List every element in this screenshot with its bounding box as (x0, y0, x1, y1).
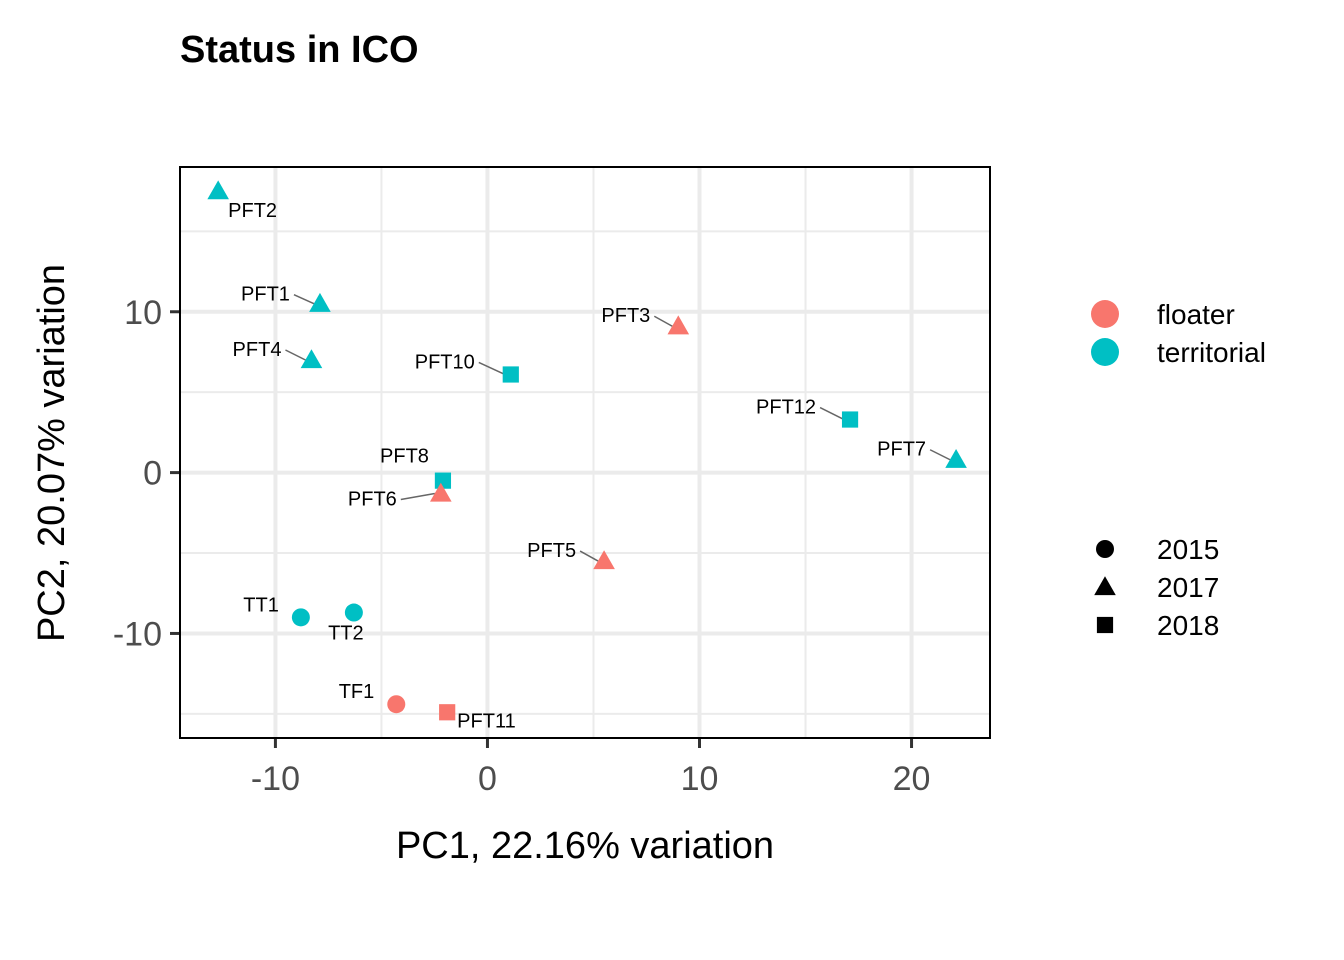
point-label: TT1 (243, 594, 279, 616)
point-label: PFT8 (380, 446, 429, 468)
label-leader-line (285, 349, 306, 361)
data-point (344, 603, 363, 622)
legend-shape-label: 2015 (1157, 534, 1219, 565)
data-point (300, 349, 323, 369)
data-point (439, 704, 456, 721)
label-leader-line (653, 315, 673, 327)
data-point (387, 695, 406, 714)
panel-border (179, 166, 991, 739)
data-point (291, 608, 310, 627)
x-tick-label: 20 (893, 760, 931, 798)
legend-color-key (1091, 300, 1119, 328)
point-label: TT2 (328, 623, 364, 645)
legend-shape-key (1096, 540, 1114, 558)
data-point (593, 550, 615, 570)
label-leader-line (400, 492, 435, 501)
point-label: PFT7 (877, 439, 926, 461)
point-label: PFT2 (228, 200, 277, 222)
legend-color-label: territorial (1157, 337, 1266, 368)
legend-shape-label: 2017 (1157, 572, 1219, 603)
legend-shape-key (1096, 616, 1114, 634)
data-point (434, 472, 452, 489)
y-tick-label: -10 (113, 615, 162, 653)
data-point (430, 482, 452, 502)
data-point (945, 448, 967, 468)
point-label: PFT10 (415, 351, 475, 373)
x-tick-label: -10 (251, 760, 300, 798)
point-label: PFT12 (756, 397, 816, 419)
legend-color-key (1091, 338, 1119, 366)
point-label: PFT11 (457, 710, 516, 732)
legend-shape-label: 2018 (1157, 610, 1219, 641)
label-leader-line (929, 449, 951, 461)
point-label: PFT5 (527, 540, 576, 562)
x-tick-label: 0 (478, 760, 497, 798)
data-point (309, 292, 331, 312)
data-point (207, 180, 229, 200)
point-label: PFT1 (241, 284, 290, 306)
y-tick-label: 10 (124, 294, 162, 332)
label-leader-line (579, 550, 599, 562)
point-label: TF1 (339, 681, 375, 703)
y-axis-title: PC2, 20.07% variation (31, 264, 73, 642)
x-tick-label: 10 (681, 760, 719, 798)
data-point (667, 315, 690, 335)
x-axis-title: PC1, 22.16% variation (396, 825, 774, 867)
legend-shape-key (1094, 576, 1116, 596)
chart-title: Status in ICO (180, 29, 419, 71)
label-leader-line (478, 361, 506, 376)
data-point (502, 366, 519, 383)
label-leader-line (819, 406, 845, 421)
panel-background (180, 167, 990, 738)
legend: floater territorial 2015 2017 2018 (1091, 299, 1266, 641)
data-point (841, 411, 859, 428)
y-tick-label: 0 (143, 455, 162, 493)
plot-panel: -10 0 10 20 -10 0 10 PFT2 PFT1 PFT4 PFT10 PFT3 PFT12… (113, 166, 991, 798)
legend-color-label: floater (1157, 299, 1235, 330)
point-label: PFT6 (348, 489, 397, 511)
label-leader-line (293, 294, 315, 305)
point-label: PFT4 (233, 339, 282, 361)
point-label: PFT3 (601, 305, 650, 327)
